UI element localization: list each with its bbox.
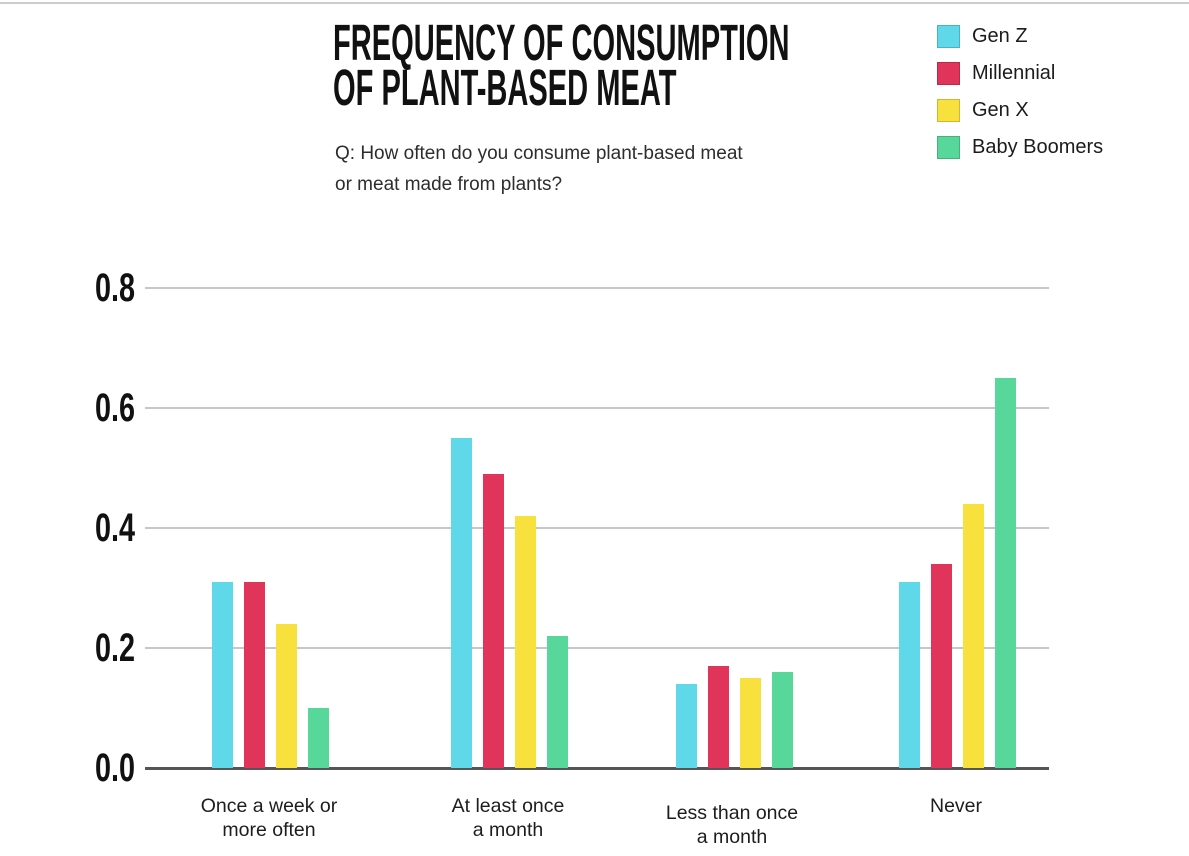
x-axis-label-line: more often [222,819,316,841]
legend-item-baby-boomers: Baby Boomers [937,135,1103,159]
x-axis-label-line: Less than once [665,802,799,824]
x-axis-label-3: Less than once a month [612,801,852,849]
plot-area: 0.0 0.2 0.4 0.6 0.8 Once a week or more often A… [95,268,1049,848]
bar-millennial [244,582,265,768]
x-axis-label-1: Once a week or more often [149,794,389,842]
chart-subtitle: Q: How often do you consume plant-based … [335,138,743,200]
legend-item-millennial: Millennial [937,61,1103,85]
legend-item-gen-z: Gen Z [937,24,1103,48]
legend-label: Gen X [972,99,1029,121]
legend-swatch-icon [937,61,960,85]
y-tick-label-0.0: 0.0 [94,746,135,790]
x-axis-baseline [145,767,1049,770]
x-axis-label-2: At least once a month [388,794,628,842]
bar-gen-x [963,504,984,768]
gridline-0.4 [145,527,1049,529]
legend-label: Gen Z [972,25,1028,47]
bar-gen-z [212,582,233,768]
x-axis-label-line: a month [472,819,544,841]
legend-swatch-icon [937,24,960,48]
legend-item-gen-x: Gen X [937,98,1103,122]
chart-subtitle-line-1: Q: How often do you consume plant-based … [335,143,743,164]
top-border-line [0,2,1189,4]
gridline-0.6 [145,407,1049,409]
chart-subtitle-line-2: or meat made from plants? [335,174,563,195]
bar-millennial [708,666,729,768]
legend-label: Baby Boomers [972,136,1104,158]
gridline-0.2 [145,647,1049,649]
bar-millennial [931,564,952,768]
x-axis-label-line: At least once [451,795,565,817]
bar-gen-x [515,516,536,768]
y-tick-label-0.4: 0.4 [94,506,135,550]
chart-title-line-1: FREQUENCY OF CONSUMPTION [333,14,790,71]
chart-title-line-2: OF PLANT-BASED MEAT [333,59,677,116]
x-axis-label-line: Once a week or [200,795,338,817]
legend-swatch-icon [937,135,960,159]
bar-gen-x [276,624,297,768]
bar-gen-x [740,678,761,768]
bar-group-4 [899,378,1016,768]
legend: Gen Z Millennial Gen X Baby Boomers [937,24,1103,172]
bar-millennial [483,474,504,768]
y-tick-label-0.2: 0.2 [94,626,135,670]
bar-group-3 [676,666,793,768]
bar-baby-boomers [772,672,793,768]
y-tick-label-0.6: 0.6 [94,386,135,430]
bar-group-1 [212,582,329,768]
x-axis-label-4: Never [836,794,1076,818]
bar-gen-z [676,684,697,768]
gridline-0.8 [145,287,1049,289]
bar-group-2 [451,438,568,768]
legend-label: Millennial [972,62,1056,84]
bar-gen-z [451,438,472,768]
chart-title: FREQUENCY OF CONSUMPTION OF PLANT-BASED … [333,14,1134,116]
legend-swatch-icon [937,98,960,122]
y-tick-label-0.8: 0.8 [94,266,135,310]
x-axis-label-line: Never [929,795,983,817]
bar-baby-boomers [308,708,329,768]
bar-baby-boomers [547,636,568,768]
x-axis-label-line: a month [696,826,768,848]
bar-gen-z [899,582,920,768]
bar-baby-boomers [995,378,1016,768]
